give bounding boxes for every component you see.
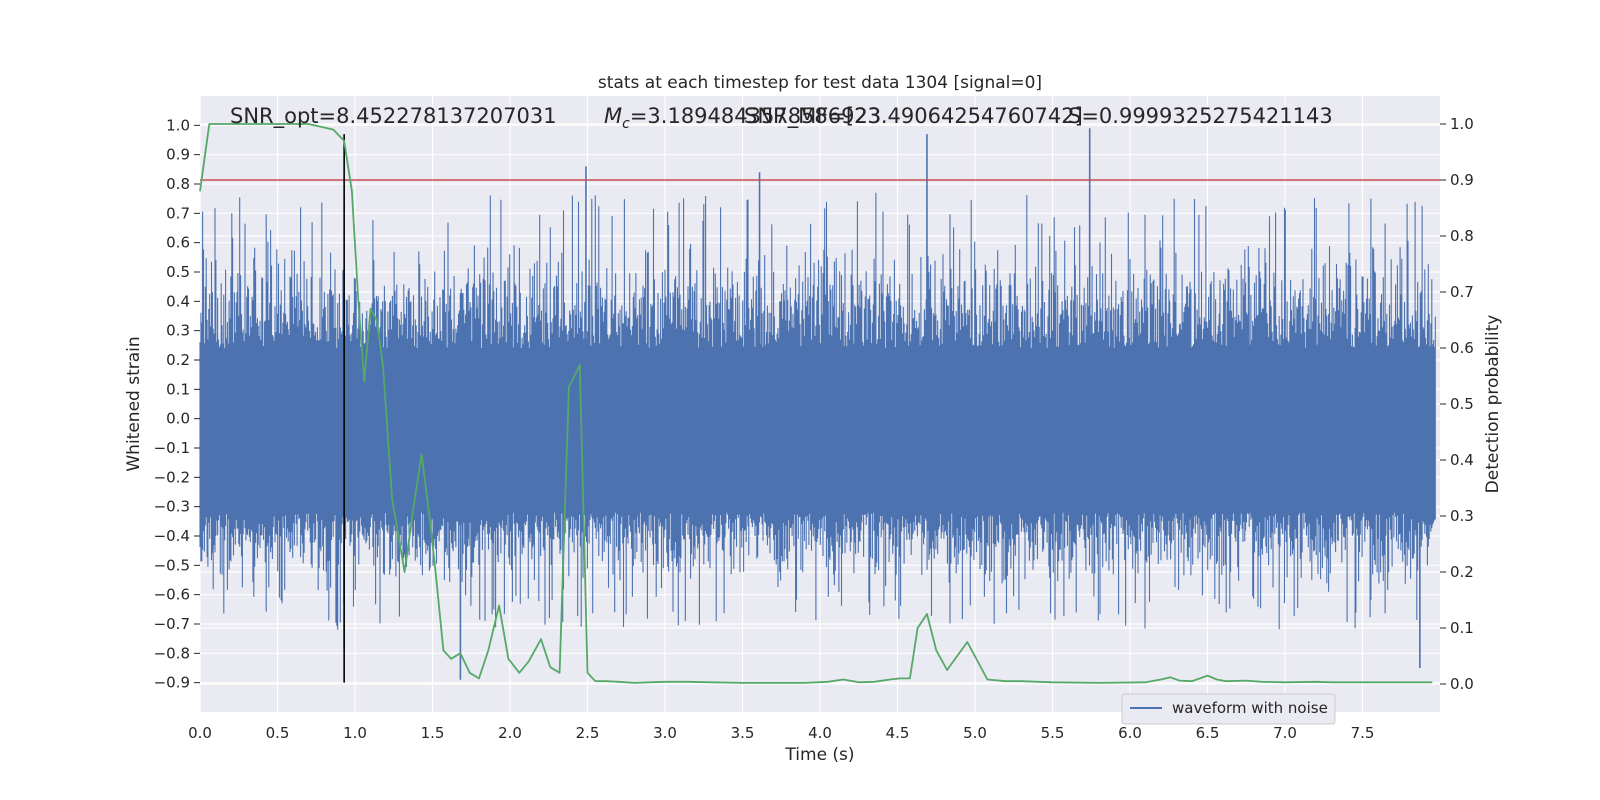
x-tick-label: 0.5 [266,724,290,742]
y-tick-label-left: 0.6 [166,234,190,252]
y-tick-label-left: 0.7 [166,204,190,222]
y-tick-label-right: 0.3 [1450,507,1474,525]
legend-box [1121,693,1336,725]
y-tick-label-right: 1.0 [1450,115,1474,133]
y-tick-label-right: 0.7 [1450,283,1474,301]
x-tick-label: 1.0 [343,724,367,742]
x-tick-label: 6.5 [1196,724,1220,742]
y-tick-label-right: 0.2 [1450,563,1474,581]
y-tick-label-left: −0.2 [154,468,190,486]
y-tick-label-left: −0.7 [154,615,190,633]
y-tick-label-left: −0.8 [154,644,190,662]
x-tick-label: 6.0 [1118,724,1142,742]
x-tick-label: 1.5 [421,724,445,742]
y-tick-label-left: 0.3 [166,322,190,340]
y-tick-label-right: 0.5 [1450,395,1474,413]
y-tick-label-left: 0.9 [166,146,190,164]
x-tick-label: 4.0 [808,724,832,742]
waveform-trace [199,192,1436,630]
waveform-series [199,128,1436,680]
y-tick-label-right: 0.0 [1450,675,1474,693]
detection-probability-line [199,123,1433,684]
y-axis-label-right: Detection probability [1483,315,1503,494]
y-tick-label-left: −0.3 [154,498,190,516]
chirp-mass-symbol: M [604,104,622,128]
y-tick-label-left: −0.6 [154,586,190,604]
x-tick-label: 2.0 [498,724,522,742]
y-tick-label-left: 0.8 [166,175,190,193]
y-tick-label-left: −0.4 [154,527,190,545]
y-tick-label-right: 0.8 [1450,227,1474,245]
legend-label-waveform: waveform with noise [1172,699,1328,717]
chart-title: stats at each timestep for test data 130… [598,73,1042,93]
chirp-mass-value: =3.1894843578586923 [630,104,881,128]
y-tick-label-left: −0.9 [154,674,190,692]
y-tick-label-left: 1.0 [166,116,190,134]
y-tick-label-left: −0.5 [154,556,190,574]
overlay-series [199,123,1440,684]
chirp-mass-subscript: c [622,116,630,132]
y-tick-label-right: 0.9 [1450,171,1474,189]
y-tick-label-left: 0.4 [166,292,190,310]
y-tick-label-right: 0.6 [1450,339,1474,357]
x-tick-label: 2.5 [576,724,600,742]
x-tick-label: 5.5 [1041,724,1065,742]
y-tick-label-left: 0.1 [166,380,190,398]
y-axis-label-left: Whitened strain [124,336,144,471]
tick-labels: 0.0 0.5 1.0 1.5 2.0 2.5 3.0 3.5 4.0 4.5 5.0 5.5 6.0 6… [154,115,1474,742]
y-tick-label-left: 0.0 [166,410,190,428]
x-axis-label: Time (s) [784,745,854,765]
x-tick-label: 7.0 [1273,724,1297,742]
x-tick-label: 4.5 [886,724,910,742]
snr-mf-annotation: SNR_MF=[23.49064254760742] [744,104,1083,129]
y-tick-label-left: 0.2 [166,351,190,369]
legend: waveform with noise [1121,693,1336,725]
y-tick-label-left: −0.1 [154,439,190,457]
x-tick-label: 3.5 [731,724,755,742]
x-tick-label: 5.0 [963,724,987,742]
x-tick-label: 0.0 [188,724,212,742]
s-value-annotation: S=0.9999325275421143 [1068,104,1333,128]
y-tick-label-right: 0.1 [1450,619,1474,637]
x-tick-label: 3.0 [653,724,677,742]
snr-opt-annotation: SNR_opt=8.452278137207031 [230,104,557,129]
x-tick-label: 7.5 [1351,724,1375,742]
y-tick-label-right: 0.4 [1450,451,1474,469]
y-tick-label-left: 0.5 [166,263,190,281]
chirp-mass-annotation: Mc=3.1894843578586923 [604,104,881,132]
